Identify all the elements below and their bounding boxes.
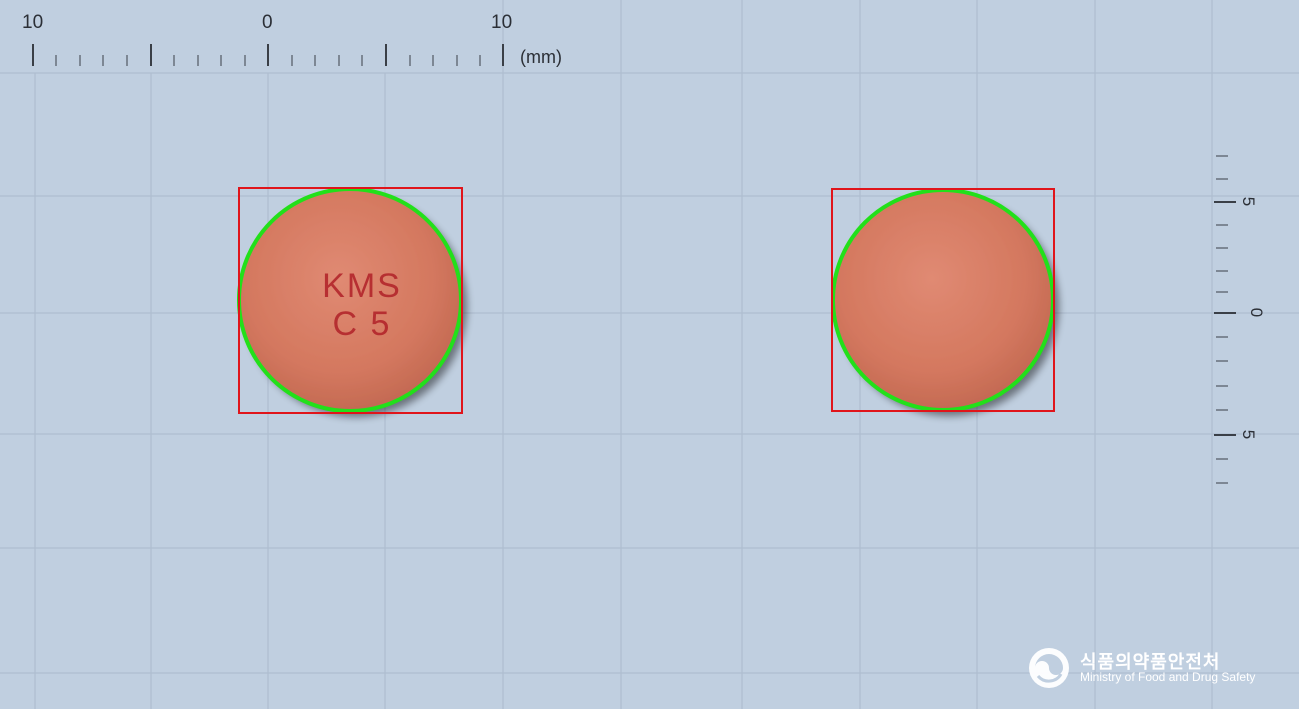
- mfds-emblem-icon: [1029, 648, 1069, 688]
- tablet-back: [831, 188, 1055, 412]
- ruler-unit-label: (mm): [520, 47, 562, 67]
- top-ruler-label-left: 10: [22, 12, 44, 33]
- tablet-front-bounding-box: [238, 187, 463, 414]
- tablet-imprint-line-2: C 5: [332, 305, 392, 343]
- right-ruler-label-bottom: 5: [1239, 429, 1259, 440]
- right-ruler-label-top: 5: [1239, 196, 1259, 207]
- logo-korean-text: 식품의약품안전처: [1080, 652, 1221, 673]
- tablet-back-bounding-box: [831, 188, 1055, 412]
- right-ruler-label-zero: 0: [1247, 307, 1267, 318]
- tablet-front: [237, 187, 463, 414]
- tablet-imprint-line-1: KMS: [322, 267, 402, 305]
- top-ruler-label-right: 10: [491, 12, 513, 33]
- top-ruler: [32, 44, 504, 66]
- top-ruler-label-zero: 0: [262, 12, 273, 33]
- logo-english-text: Ministry of Food and Drug Safety: [1080, 670, 1256, 684]
- right-ruler: [1214, 155, 1236, 484]
